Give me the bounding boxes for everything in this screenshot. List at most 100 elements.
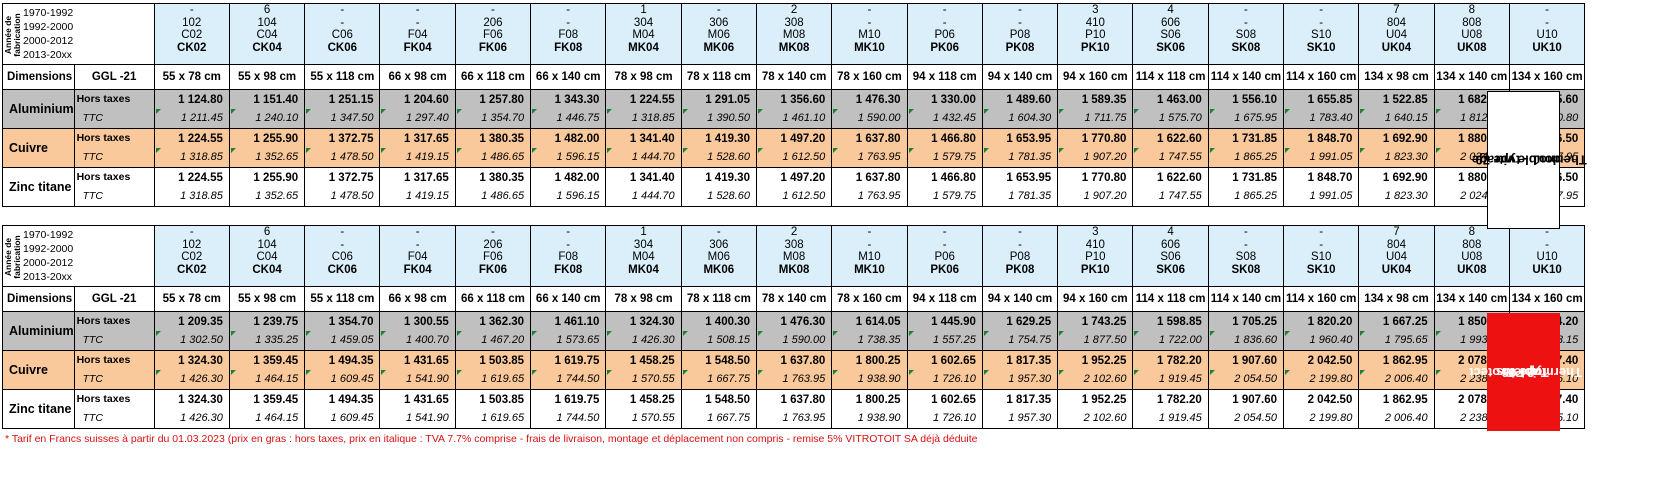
- price-cell: 1 482.00 1 596.15: [530, 167, 607, 207]
- price-excl-tax: 1 556.10: [1232, 94, 1278, 106]
- model-code: CK02: [177, 263, 207, 276]
- price-incl-tax: 1 747.55: [1158, 151, 1202, 163]
- model-code: 306: [709, 238, 729, 251]
- model-code: MK08: [778, 263, 810, 276]
- comment-marker-icon: [1059, 370, 1065, 375]
- model-code: 410: [1085, 238, 1105, 251]
- price-incl-tax: 1 823.30: [1384, 190, 1428, 202]
- comment-marker-icon: [908, 148, 914, 153]
- price-incl-tax: 1 763.95: [857, 190, 901, 202]
- model-code: 3: [1092, 4, 1099, 17]
- year-range: 1970-1992: [23, 229, 74, 241]
- price-excl-tax: 1 317.65: [404, 172, 449, 184]
- model-code: PK06: [930, 263, 960, 276]
- model-code: CK02: [177, 41, 207, 54]
- comment-marker-icon: [456, 109, 462, 114]
- model-code-cell: - - P06 PK06: [906, 3, 983, 65]
- price-excl-tax: 1 466.80: [931, 133, 976, 145]
- model-code: CK04: [252, 41, 282, 54]
- model-code: -: [867, 238, 872, 251]
- model-code: M04: [632, 29, 655, 41]
- price-cell: 1 952.25 2 102.60: [1057, 350, 1134, 390]
- price-cell: 1 324.30 1 426.30: [153, 350, 230, 390]
- year-range: 2013-20xx: [23, 271, 73, 283]
- price-cell: 1 341.40 1 444.70: [605, 128, 682, 168]
- model-code: F08: [558, 29, 579, 41]
- price-incl-tax: 1 726.10: [933, 412, 976, 424]
- price-cell: 1 503.85 1 619.65: [454, 350, 532, 390]
- comment-marker-icon: [833, 331, 839, 336]
- price-row-zin: Zinc titane Hors taxes TTC 1 224.55 1 318.85…: [2, 167, 1586, 207]
- price-incl-tax: 1 783.40: [1309, 112, 1353, 124]
- model-code: -: [1545, 238, 1549, 251]
- material-label: Cuivre: [2, 128, 75, 168]
- model-code: FK06: [478, 41, 507, 54]
- price-excl-tax: 1 458.25: [629, 394, 675, 406]
- price-incl-tax: 1 478.50: [330, 190, 374, 202]
- model-code: S06: [1160, 29, 1181, 41]
- dimension-cell: 134 x 140 cm: [1433, 64, 1510, 90]
- comment-marker-icon: [155, 370, 161, 375]
- price-excl-tax: 1 602.65: [931, 394, 976, 406]
- comment-marker-icon: [306, 370, 312, 375]
- excl-tax-label: Hors taxes: [76, 132, 131, 144]
- dimension-cell: 78 x 160 cm: [831, 286, 908, 312]
- model-code: MK04: [628, 263, 659, 276]
- price-cell: 1 257.80 1 354.70: [454, 89, 532, 129]
- price-cell: 1 204.60 1 297.40: [379, 89, 456, 129]
- price-cell: 1 653.95 1 781.35: [981, 128, 1059, 168]
- dimension-cell: 114 x 160 cm: [1283, 286, 1360, 312]
- price-incl-tax: 1 297.40: [405, 112, 449, 124]
- price-incl-tax: 1 640.15: [1384, 112, 1428, 124]
- model-code: C06: [331, 251, 353, 263]
- comment-marker-icon: [1134, 148, 1140, 153]
- price-incl-tax: 1 419.15: [405, 190, 449, 202]
- price-incl-tax: 1 508.15: [707, 334, 750, 346]
- comment-marker-icon: [833, 370, 839, 375]
- price-type-label: Hors taxes TTC: [73, 89, 155, 129]
- price-excl-tax: 1 445.90: [931, 316, 976, 328]
- price-cell: 1 239.75 1 335.25: [228, 311, 306, 351]
- price-cell: 1 497.20 1 612.50: [755, 167, 833, 207]
- price-excl-tax: 1 324.30: [178, 394, 223, 406]
- model-code-cell: -306 M06 MK06: [680, 3, 757, 65]
- model-code: 804: [1386, 238, 1407, 251]
- price-cell: 1 692.90 1 823.30: [1358, 128, 1435, 168]
- dimensions-row: Dimensions GGL -21 55 x 78 cm 55 x 98 cm 55 …: [2, 64, 1586, 90]
- comment-marker-icon: [230, 148, 236, 153]
- dimension-cell: 134 x 160 cm: [1508, 286, 1586, 312]
- comment-marker-icon: [1209, 148, 1215, 153]
- material-label: Zinc titane: [2, 167, 75, 207]
- model-code-cell: - - M10 MK10: [831, 3, 908, 65]
- model-code: C02: [181, 251, 203, 263]
- model-code: M04: [632, 251, 655, 263]
- price-incl-tax: 1 738.35: [857, 334, 901, 346]
- model-code: -: [1243, 226, 1248, 239]
- comment-marker-icon: [757, 331, 763, 336]
- price-incl-tax: 1 318.85: [180, 151, 223, 163]
- model-code: 4: [1167, 4, 1174, 17]
- model-code-cell: -102 C02 CK02: [153, 3, 230, 65]
- dimension-cell: 78 x 140 cm: [755, 64, 833, 90]
- price-incl-tax: 1 938.90: [857, 412, 901, 424]
- price-incl-tax: 1 486.65: [481, 190, 525, 202]
- price-row-zin: Zinc titane Hors taxes TTC 1 324.30 1 426.30…: [2, 389, 1586, 429]
- price-excl-tax: 1 848.70: [1307, 172, 1353, 184]
- model-code: -: [1018, 238, 1022, 251]
- dimension-cell: 114 x 160 cm: [1283, 64, 1360, 90]
- model-code: 4: [1167, 226, 1174, 239]
- dimension-cell: 114 x 118 cm: [1132, 64, 1209, 90]
- comment-marker-icon: [230, 331, 236, 336]
- year-range: 1992-2000: [23, 21, 74, 33]
- model-code: 7: [1393, 4, 1400, 17]
- price-incl-tax: 1 575.70: [1158, 112, 1202, 124]
- price-incl-tax: 1 467.20: [481, 334, 525, 346]
- price-cell: 1 431.65 1 541.90: [379, 389, 456, 429]
- model-code: U10: [1536, 251, 1558, 263]
- price-cell: 1 251.15 1 347.50: [304, 89, 381, 129]
- price-incl-tax: 1 557.25: [933, 334, 976, 346]
- comment-marker-icon: [1360, 331, 1366, 336]
- incl-tax-label: TTC: [82, 334, 104, 346]
- excl-tax-label: Hors taxes: [76, 315, 131, 327]
- model-code: -: [1018, 16, 1022, 29]
